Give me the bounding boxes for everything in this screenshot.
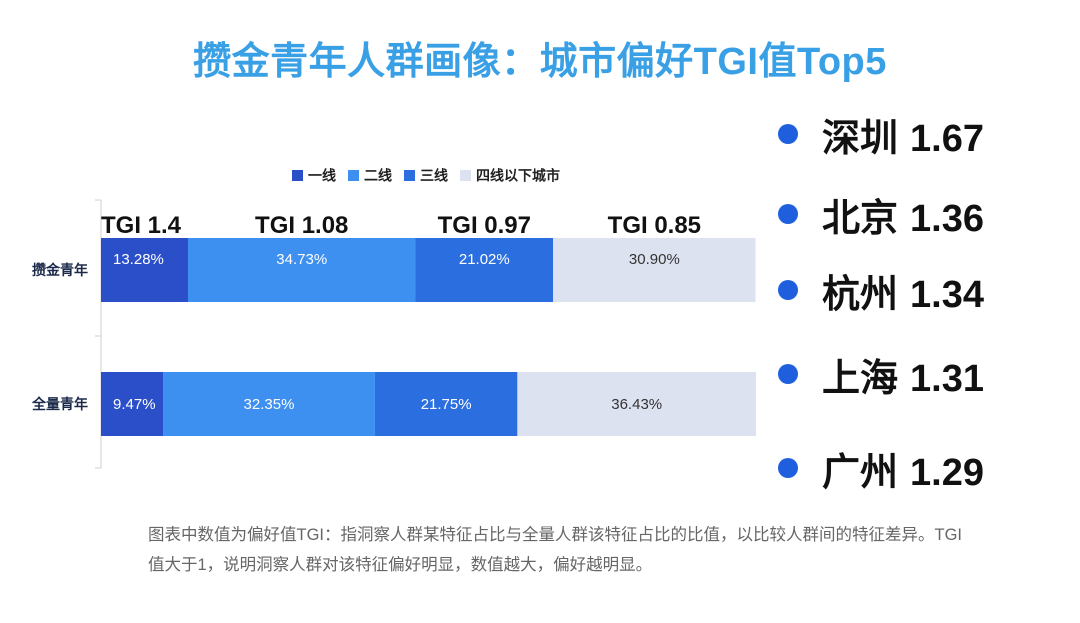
city-item: 上海 1.31 [778,348,984,400]
city-tgi-value: 1.29 [910,451,984,494]
tgi-label: TGI 1.4 [101,212,182,239]
category-label: 攒金青年 [32,262,88,278]
tgi-label: TGI 0.85 [608,212,701,239]
legend-swatch [460,170,471,181]
legend-label: 四线以下城市 [476,168,560,184]
bar-segment [374,372,518,436]
city-tgi-value: 1.34 [910,273,984,316]
bar-segment [187,238,416,302]
city-item: 北京 1.36 [778,188,984,240]
legend-swatch [348,170,359,181]
data-label: 21.75% [421,396,472,413]
legend-label: 一线 [308,168,336,184]
tgi-label: TGI 1.08 [255,212,348,239]
data-label: 32.35% [244,396,295,413]
bar-segment [101,238,188,302]
city-tgi-value: 1.36 [910,197,984,240]
city-label: 深圳 1.67 [822,107,984,162]
bullet-dot-icon [778,280,798,300]
city-item: 广州 1.29 [778,442,984,494]
legend-swatch [292,170,303,181]
bar-segment [517,372,756,436]
chart-footnote: 图表中数值为偏好值TGI：指洞察人群某特征占比与全量人群该特征占比的比值，以比较… [148,526,962,574]
legend-swatch [404,170,415,181]
city-item: 杭州 1.34 [778,264,984,316]
city-tgi-value: 1.31 [910,357,984,400]
city-tgi-value: 1.67 [910,117,984,160]
chart-title: 攒金青年人群画像：城市偏好TGI值Top5 [193,41,887,83]
city-name: 北京 [822,197,899,240]
bullet-dot-icon [778,204,798,224]
city-label: 北京 1.36 [822,187,984,242]
data-label: 36.43% [611,396,662,413]
bullet-dot-icon [778,124,798,144]
city-label: 杭州 1.34 [822,263,984,318]
bullet-dot-icon [778,364,798,384]
city-label: 上海 1.31 [822,347,984,402]
tgi-label: TGI 0.97 [438,212,531,239]
bar-segment [101,372,164,436]
bar-segment [415,238,554,302]
bullet-dot-icon [778,458,798,478]
bar-segment [553,238,756,302]
data-label: 34.73% [276,251,327,268]
city-name: 深圳 [822,117,899,160]
legend-label: 三线 [420,168,448,184]
city-label: 广州 1.29 [822,441,984,496]
data-label: 30.90% [629,251,680,268]
city-item: 深圳 1.67 [778,108,984,160]
category-label: 全量青年 [31,396,88,412]
data-label: 9.47% [113,396,156,413]
data-label: 21.02% [459,251,510,268]
data-label: 13.28% [113,251,164,268]
legend-label: 二线 [364,168,392,184]
city-name: 杭州 [822,273,899,316]
city-name: 上海 [822,357,899,400]
city-name: 广州 [822,451,899,494]
bar-segment [163,372,375,436]
